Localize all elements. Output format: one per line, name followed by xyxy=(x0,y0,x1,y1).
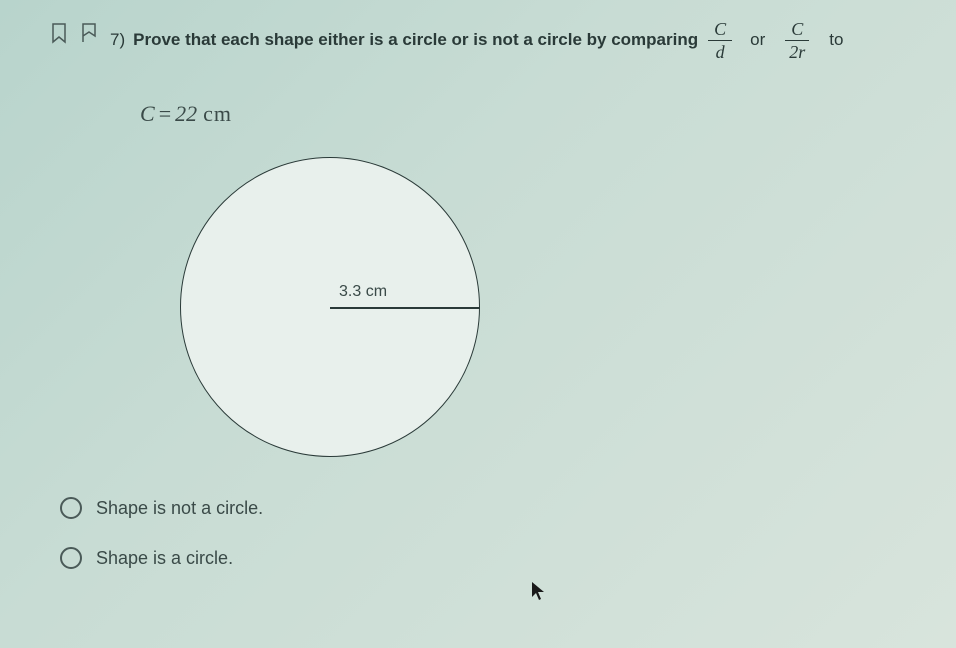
given-unit: cm xyxy=(203,101,232,126)
option-label: Shape is not a circle. xyxy=(96,498,263,519)
option-not-circle[interactable]: Shape is not a circle. xyxy=(60,497,916,519)
option-is-circle[interactable]: Shape is a circle. xyxy=(60,547,916,569)
fraction-c-over-2r: C 2r xyxy=(783,20,811,61)
or-text: or xyxy=(750,25,765,56)
given-eq: = xyxy=(159,101,171,126)
circle-diagram: 3.3 cm xyxy=(180,157,480,457)
question-prompt: Prove that each shape either is a circle… xyxy=(133,25,698,56)
fraction-numerator: C xyxy=(708,20,732,41)
fraction-denominator: d xyxy=(710,41,731,61)
page-root: 7) Prove that each shape either is a cir… xyxy=(0,0,956,648)
question-number: 7) xyxy=(110,25,125,56)
given-value: 22 xyxy=(175,101,197,126)
flag-icon[interactable] xyxy=(80,22,98,44)
fraction-denominator: 2r xyxy=(783,41,811,61)
radio-icon[interactable] xyxy=(60,547,82,569)
bookmark-icon[interactable] xyxy=(50,22,68,44)
fraction-numerator: C xyxy=(785,20,809,41)
fraction-c-over-d: C d xyxy=(708,20,732,61)
answer-options: Shape is not a circle. Shape is a circle… xyxy=(60,497,916,569)
given-var: C xyxy=(140,101,155,126)
radius-line xyxy=(330,307,480,309)
question-header: 7) Prove that each shape either is a cir… xyxy=(50,20,916,61)
cursor-icon xyxy=(530,580,546,602)
option-label: Shape is a circle. xyxy=(96,548,233,569)
question-text: 7) Prove that each shape either is a cir… xyxy=(110,20,851,61)
radius-label: 3.3 cm xyxy=(339,283,387,301)
radio-icon[interactable] xyxy=(60,497,82,519)
given-circumference: C=22cm xyxy=(140,101,916,127)
to-text: to xyxy=(829,25,843,56)
